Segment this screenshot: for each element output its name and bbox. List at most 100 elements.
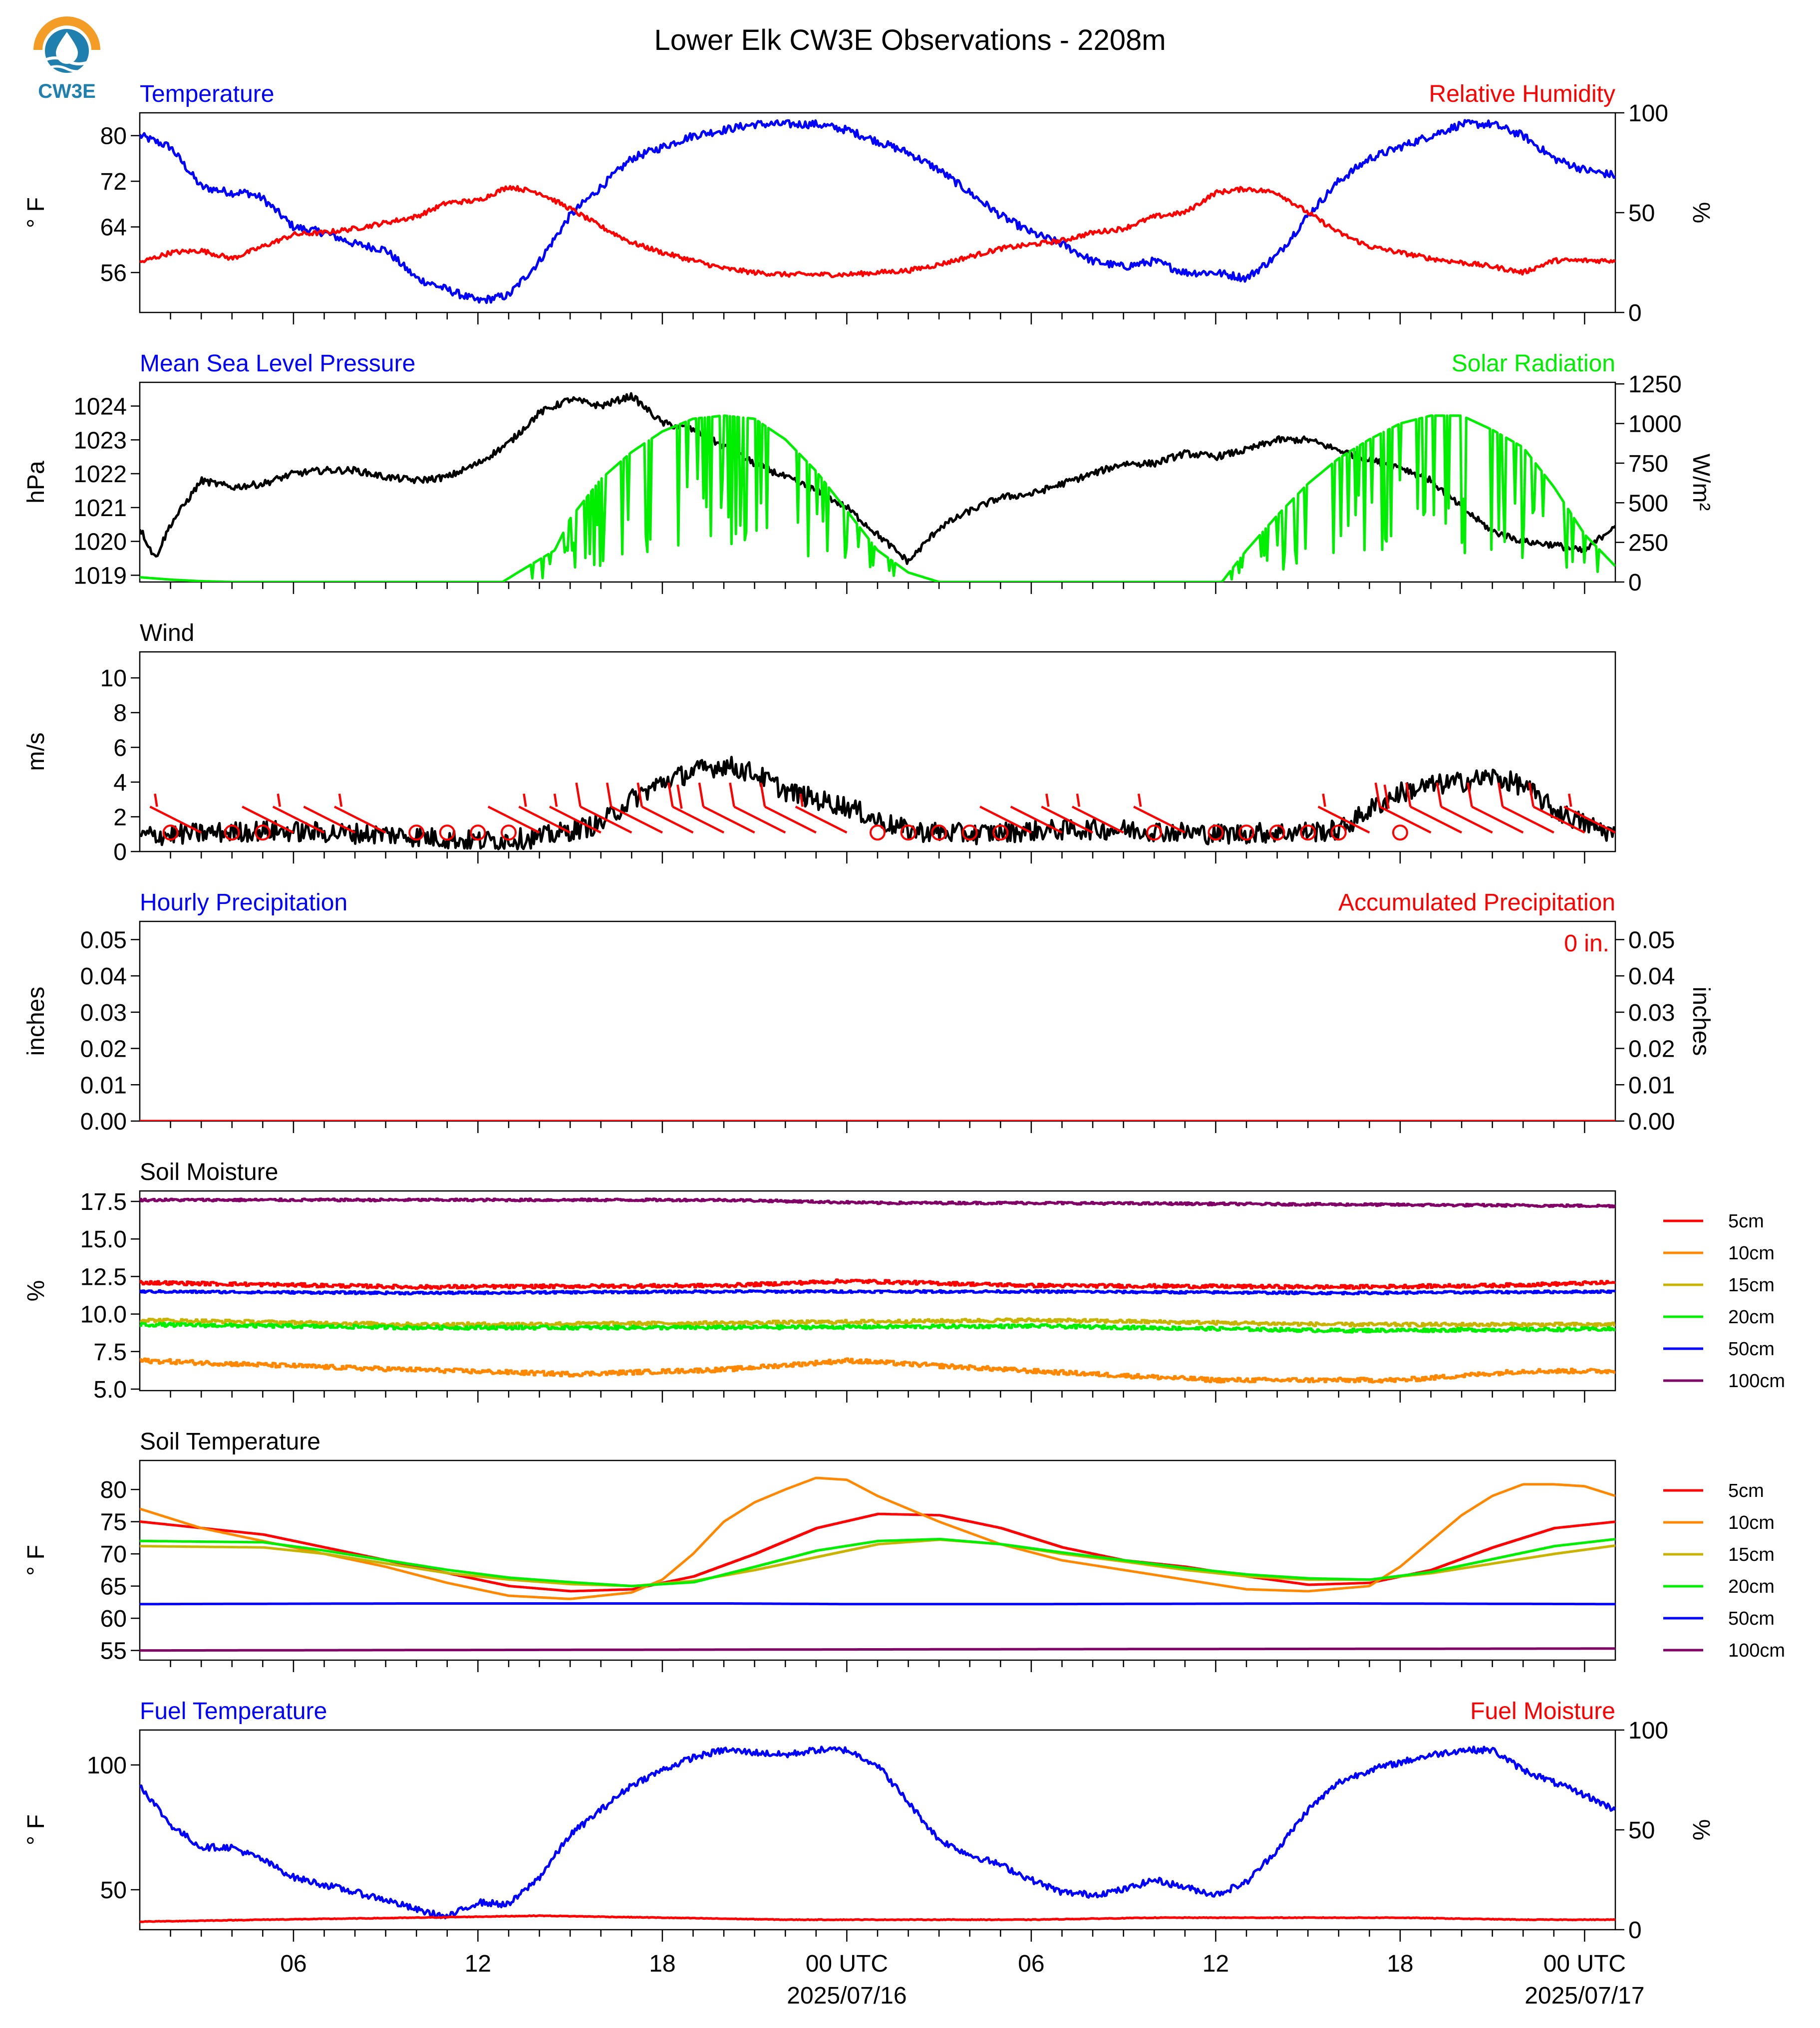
wind-barb-feather: [1528, 782, 1534, 807]
y-tick-label: 100: [87, 1752, 127, 1779]
series-line-1: [140, 1914, 1615, 1923]
wind-barb-staff: [1563, 806, 1615, 834]
series-line-5cm: [140, 1278, 1615, 1290]
wind-barb-calm: [1300, 825, 1316, 841]
chart-panels: Temperature Relative Humidity566472800501…: [23, 81, 1785, 2009]
y-tick-label: 6: [113, 735, 127, 761]
wind-barb-feather: [759, 782, 766, 807]
series-group: [140, 392, 1615, 582]
wind-barb-calm: [162, 825, 179, 841]
y-tick-label: 1020: [73, 529, 127, 556]
wind-barb-calm: [900, 825, 916, 841]
wind-barb-staff: [795, 806, 848, 834]
wind-barb-staff: [303, 806, 356, 834]
wind-barb-staff: [1071, 806, 1124, 834]
y-right-tick-label: 0.04: [1628, 963, 1675, 990]
y-tick-label: 80: [100, 1477, 127, 1503]
y-tick-label: 1022: [73, 461, 127, 488]
water-drop-sun-logo-icon: [33, 16, 100, 73]
y-tick-label: 8: [113, 700, 127, 727]
wind-barb-feather: [636, 782, 643, 807]
panel-title: Hourly Precipitation: [140, 889, 347, 916]
legend-label: 50cm: [1728, 1608, 1775, 1629]
x-date-label: 2025/07/17: [1524, 1983, 1644, 2009]
panel-title: Wind: [140, 620, 194, 646]
y-tick-label: 0.02: [80, 1036, 127, 1063]
legend-label: 10cm: [1728, 1512, 1775, 1533]
y-right-tick-label: 0.02: [1628, 1036, 1675, 1063]
wind-barb-staff: [1010, 806, 1063, 834]
y-right-tick-label: 1250: [1628, 371, 1682, 398]
legend-label: 20cm: [1728, 1307, 1775, 1328]
wind-barb-half-feather: [799, 793, 804, 807]
wind-barb-staff: [1041, 806, 1094, 834]
wind-barb-calm: [501, 825, 517, 841]
y-tick-label: 55: [100, 1638, 127, 1665]
y-right-tick-label: 0: [1628, 1917, 1642, 1944]
panel-title: Mean Sea Level Pressure: [140, 350, 415, 377]
wind-barb-feather: [1383, 784, 1390, 809]
y-axis-label: %: [23, 1280, 49, 1302]
wind-barb-feather: [575, 782, 582, 807]
y-tick-label: 1021: [73, 495, 127, 522]
panel-title: Soil Moisture: [140, 1159, 278, 1185]
y-tick-label: 0.00: [80, 1109, 127, 1135]
series-line-0: [140, 392, 1615, 565]
y-right-tick-label: 500: [1628, 490, 1668, 517]
y-right-tick-label: 1000: [1628, 411, 1682, 438]
y-tick-label: 56: [100, 260, 127, 287]
wind-barb-feather: [676, 784, 683, 809]
y-tick-label: 80: [100, 123, 127, 150]
wind-barb-staff: [149, 806, 202, 834]
y-right-tick-label: 0.05: [1628, 927, 1675, 953]
panel-right-title: Fuel Moisture: [1470, 1698, 1615, 1725]
x-tick-label: 06: [280, 1951, 306, 1977]
y-tick-label: 15.0: [80, 1226, 127, 1253]
legend-label: 20cm: [1728, 1576, 1775, 1597]
wind-barb-calm: [992, 825, 1009, 841]
y-right-tick-label: 750: [1628, 451, 1668, 477]
series-line-0: [140, 756, 1615, 851]
legend-label: 10cm: [1728, 1243, 1775, 1264]
y-right-axis-label: W/m²: [1688, 454, 1714, 511]
wind-barb-calm: [1269, 825, 1285, 841]
wind-barb-half-feather: [338, 793, 343, 807]
series-group: [140, 756, 1615, 851]
wind-barb-feather: [1405, 782, 1412, 807]
wind-barb-calm: [439, 825, 455, 841]
x-tick-label: 00 UTC: [1543, 1951, 1626, 1977]
y-right-tick-label: 50: [1628, 1817, 1655, 1844]
y-tick-label: 0.04: [80, 963, 127, 990]
y-axis-label: ° F: [23, 197, 49, 228]
wind-barb-staff: [672, 806, 725, 834]
y-right-tick-label: 0.00: [1628, 1109, 1675, 1135]
y-tick-label: 10: [100, 665, 127, 692]
panel-hourly-precipitation: Hourly Precipitation Accumulated Precipit…: [23, 889, 1714, 1135]
y-right-axis-label: %: [1688, 1819, 1714, 1841]
y-tick-label: 75: [100, 1509, 127, 1536]
logo-text: CW3E: [38, 80, 96, 102]
panel-title: Soil Temperature: [140, 1429, 320, 1455]
panel-right-title: Solar Radiation: [1452, 350, 1615, 377]
wind-barb-calm: [1330, 825, 1347, 841]
panel-wind: Wind 0 2 4 6 8 10 m/s: [23, 620, 1616, 866]
x-tick-label: 12: [1203, 1951, 1229, 1977]
wind-barb-staff: [1532, 806, 1585, 834]
wind-barb-calm: [961, 825, 978, 841]
y-right-tick-label: 100: [1628, 100, 1668, 127]
wind-barb-calm: [1208, 825, 1224, 841]
wind-barb-staff: [487, 806, 540, 834]
panel-frame: [139, 1729, 1616, 1931]
wind-barb-staff: [1502, 806, 1554, 834]
y-tick-label: 65: [100, 1574, 127, 1600]
wind-barb-feather: [729, 782, 735, 807]
series-group: [140, 1745, 1615, 1923]
wind-barb-half-feather: [553, 793, 558, 807]
wind-barb-calm: [870, 825, 886, 841]
y-right-tick-label: 0.03: [1628, 1000, 1675, 1026]
wind-barb-feather: [1374, 782, 1381, 807]
wind-barb-staff: [333, 806, 386, 834]
wind-barb-staff: [641, 806, 694, 834]
wind-barb-half-feather: [1045, 793, 1050, 807]
